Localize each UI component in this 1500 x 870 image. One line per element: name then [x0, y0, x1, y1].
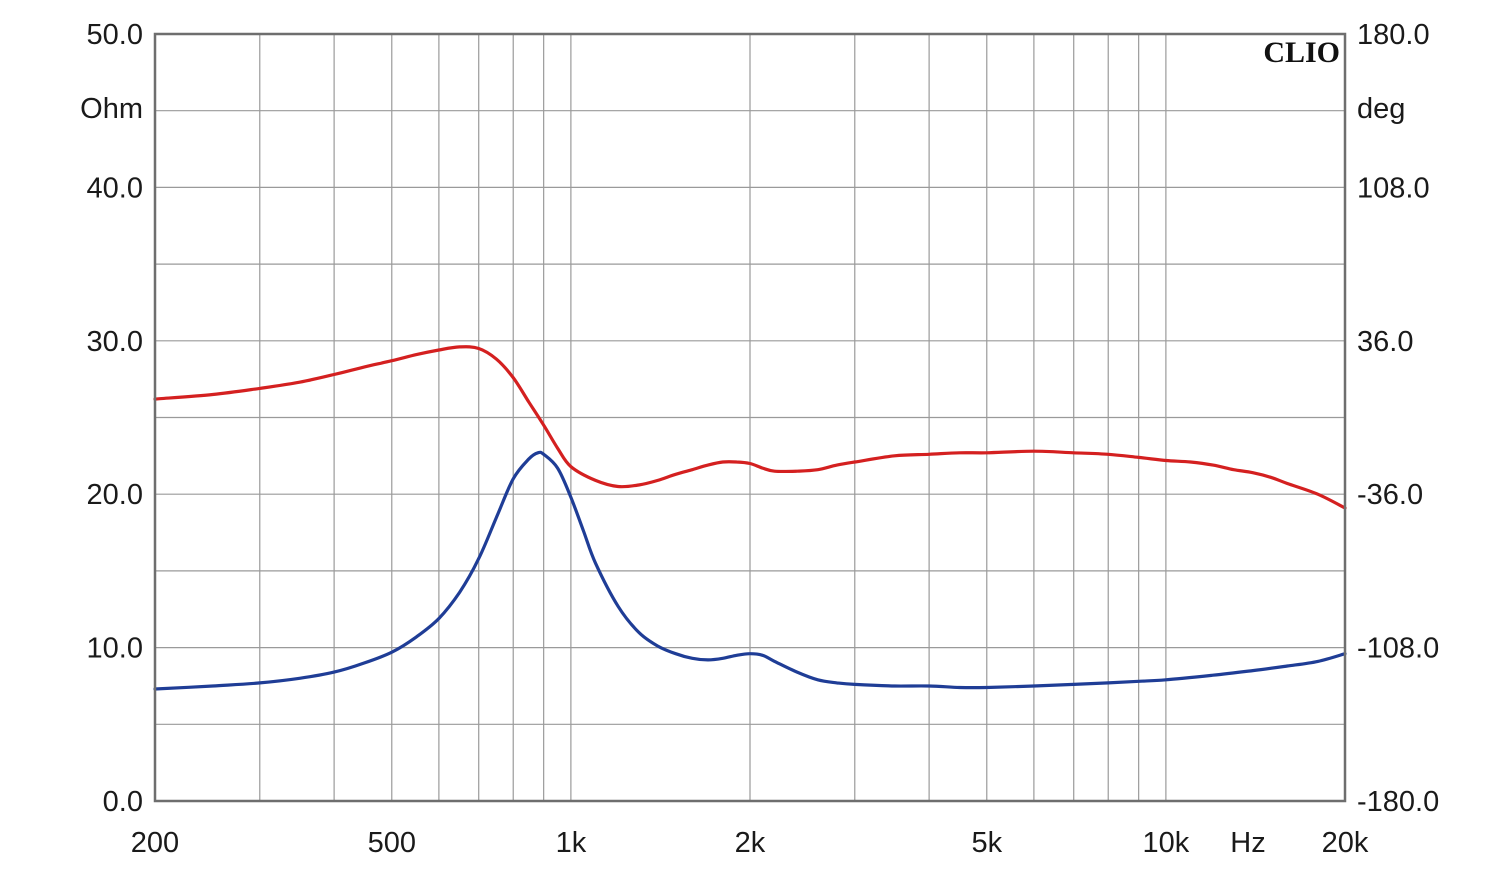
- y-left-tick-label: 10.0: [87, 633, 143, 665]
- x-tick-label: 2k: [735, 827, 766, 859]
- y-right-tick-label: 180.0: [1357, 19, 1430, 51]
- series-layer: [153, 345, 1347, 691]
- y-right-unit-label: deg: [1357, 93, 1405, 125]
- y-right-tick-label: -108.0: [1357, 633, 1439, 665]
- x-tick-label: 200: [131, 827, 179, 859]
- y-left-tick-label: 20.0: [87, 479, 143, 511]
- x-tick-label: 10k: [1143, 827, 1190, 859]
- y-left-tick-label: 50.0: [87, 19, 143, 51]
- grid: [155, 34, 1345, 801]
- y-left-tick-label: 40.0: [87, 172, 143, 204]
- x-tick-label: 5k: [971, 827, 1002, 859]
- axis-labels: CLIO Ohm deg Hz 50.0 40.0 30.0 20.0 10.0 0.0 1…: [80, 19, 1439, 859]
- x-tick-label: 1k: [556, 827, 587, 859]
- x-tick-label: 500: [368, 827, 416, 859]
- series-line-2: [153, 450, 1347, 691]
- y-left-tick-label: 30.0: [87, 326, 143, 358]
- y-right-tick-label: 108.0: [1357, 172, 1430, 204]
- x-tick-label: 20k: [1322, 827, 1369, 859]
- plot-frame: [153, 32, 1347, 803]
- y-right-tick-label: 36.0: [1357, 326, 1413, 358]
- y-left-tick-label: 0.0: [103, 786, 143, 818]
- series-line-1: [153, 345, 1347, 510]
- y-right-tick-label: -180.0: [1357, 786, 1439, 818]
- brand-label: CLIO: [1263, 36, 1340, 69]
- y-right-tick-label: -36.0: [1357, 479, 1423, 511]
- y-left-unit-label: Ohm: [80, 93, 143, 125]
- x-unit-label: Hz: [1230, 827, 1265, 859]
